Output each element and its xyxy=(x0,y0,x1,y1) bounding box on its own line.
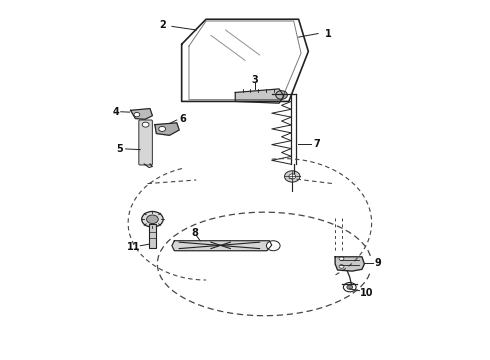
Polygon shape xyxy=(172,241,272,251)
Circle shape xyxy=(339,257,344,260)
Polygon shape xyxy=(335,257,365,271)
Circle shape xyxy=(276,91,288,99)
Circle shape xyxy=(347,285,353,289)
Circle shape xyxy=(142,211,163,227)
Polygon shape xyxy=(155,123,179,135)
Text: 6: 6 xyxy=(179,114,186,124)
Circle shape xyxy=(134,112,140,117)
Polygon shape xyxy=(130,109,152,119)
Polygon shape xyxy=(285,171,300,182)
Circle shape xyxy=(289,174,295,179)
Circle shape xyxy=(159,126,166,131)
Text: 8: 8 xyxy=(192,228,199,238)
Text: 4: 4 xyxy=(113,107,119,117)
Text: 7: 7 xyxy=(314,139,320,149)
Circle shape xyxy=(147,215,158,224)
FancyBboxPatch shape xyxy=(139,120,152,165)
FancyBboxPatch shape xyxy=(148,224,156,248)
Circle shape xyxy=(142,122,149,127)
Circle shape xyxy=(343,283,356,292)
Text: 11: 11 xyxy=(127,242,141,252)
Circle shape xyxy=(339,265,344,268)
Text: 5: 5 xyxy=(116,144,122,154)
Text: 2: 2 xyxy=(159,19,166,30)
Text: 9: 9 xyxy=(375,258,381,268)
Polygon shape xyxy=(235,89,284,103)
Circle shape xyxy=(267,241,280,251)
Text: 1: 1 xyxy=(324,28,331,39)
Text: 3: 3 xyxy=(251,75,258,85)
Text: 10: 10 xyxy=(360,288,373,297)
